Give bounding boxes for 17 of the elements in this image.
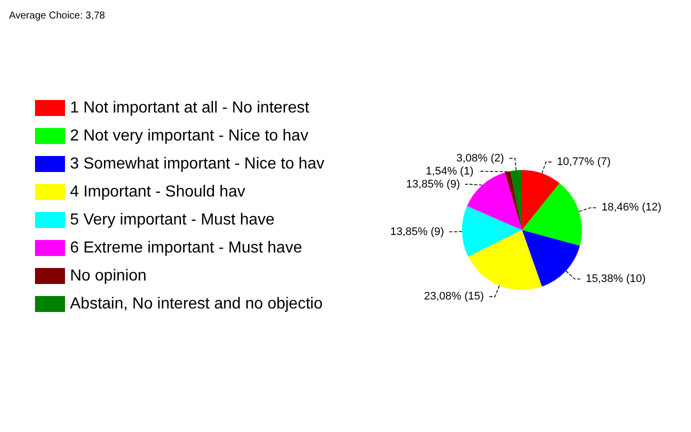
data-label: 1,54% (1) — [426, 165, 474, 178]
chart-title: Average Choice: 3,78 — [9, 10, 106, 22]
legend-label: 4 Important - Should hav — [70, 184, 246, 200]
data-label: 15,38% (10) — [586, 273, 646, 286]
data-label: 23,08% (15) — [424, 290, 484, 303]
legend-label: Abstain, No interest and no objectio — [70, 296, 323, 312]
legend-label: 2 Not very important - Nice to hav — [70, 128, 308, 144]
legend-label: 3 Somewhat important - Nice to hav — [70, 156, 324, 172]
data-label: 18,46% (12) — [601, 202, 662, 214]
data-label: 10,77% (7) — [556, 156, 611, 168]
legend-label: 1 Not important at all - No interest — [70, 100, 310, 116]
data-label: 3,08% (2) — [456, 152, 504, 164]
legend-label: 5 Very important - Must have — [70, 212, 275, 228]
legend-label: No opinion — [70, 268, 146, 284]
data-label: 13,85% (9) — [390, 226, 444, 238]
legend-label: 6 Extreme important - Must have — [70, 240, 302, 256]
data-label: 13,85% (9) — [406, 178, 460, 190]
